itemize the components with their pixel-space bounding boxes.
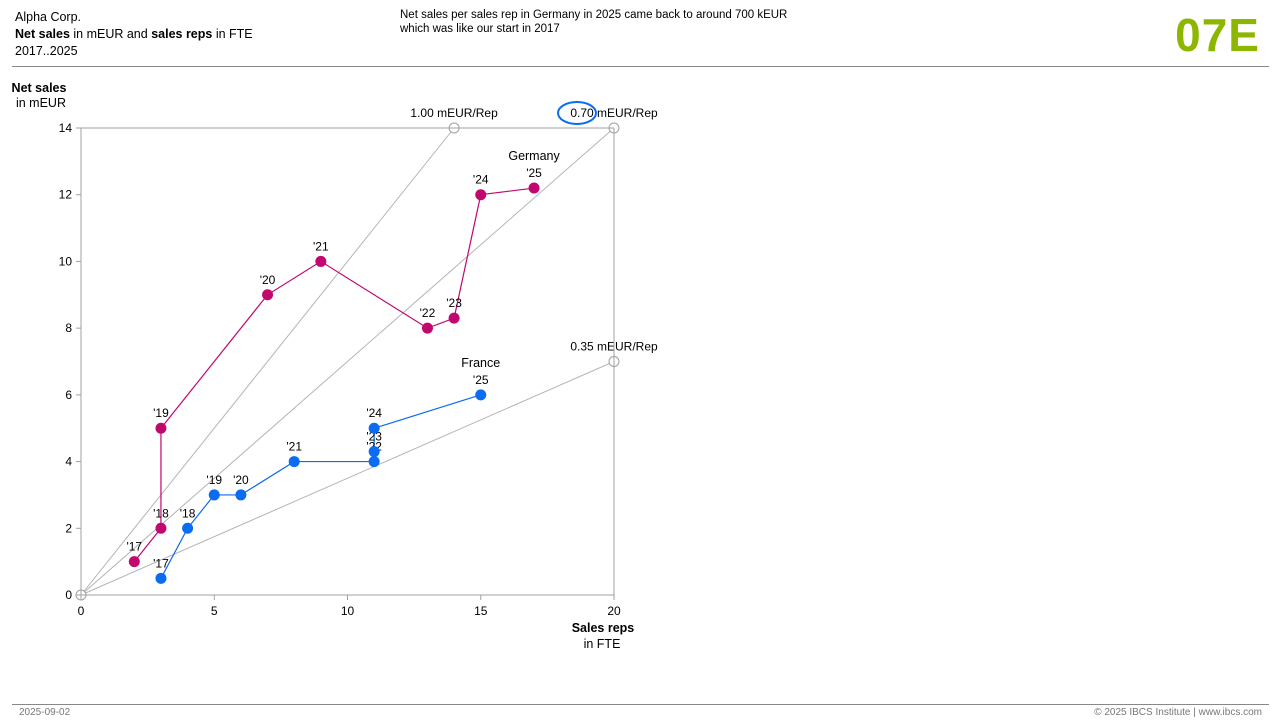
data-point-germany (421, 322, 433, 334)
y-axis-title: Net sales (12, 81, 67, 95)
header-divider (12, 66, 1269, 67)
x-tick-label: 20 (607, 604, 621, 618)
data-label: '19 (153, 406, 169, 420)
y-tick-label: 0 (65, 588, 72, 602)
footer-date: 2025-09-02 (19, 707, 71, 718)
measure-text-1: in mEUR and (69, 27, 152, 41)
message: Net sales per sales rep in Germany in 20… (400, 8, 787, 36)
reference-line-0.70 (80, 127, 615, 596)
measure-text-2: in FTE (212, 27, 253, 41)
data-label: '21 (313, 239, 329, 253)
data-point-germany (448, 312, 460, 324)
reference-label: 1.00 mEUR/Rep (410, 106, 498, 120)
data-label: '23 (366, 430, 382, 444)
data-label: '25 (473, 373, 489, 387)
data-label: '20 (233, 473, 249, 487)
report-header: Alpha Corp. Net sales in mEUR and sales … (15, 9, 253, 60)
data-point-france (368, 456, 380, 468)
data-label: '22 (420, 306, 436, 320)
reference-line-1.00 (80, 127, 455, 596)
footer-divider (12, 704, 1269, 705)
reference-label-unit: mEUR/Rep (594, 340, 658, 354)
message-line-2: which was like our start in 2017 (400, 23, 560, 35)
y-tick-label: 12 (59, 188, 73, 202)
data-point-france (235, 489, 247, 501)
data-label: '17 (126, 540, 142, 554)
reference-label-value: 0.70 (570, 106, 594, 120)
series-name-label: Germany (508, 149, 560, 163)
data-label: '23 (446, 296, 462, 310)
x-tick-label: 0 (78, 604, 85, 618)
data-label: '19 (206, 473, 222, 487)
data-label: '24 (473, 173, 489, 187)
reference-label: 0.35 mEUR/Rep (570, 340, 658, 354)
x-tick-label: 5 (211, 604, 218, 618)
x-axis-title: Sales reps (572, 621, 635, 635)
data-point-germany (155, 422, 167, 434)
x-tick-label: 15 (474, 604, 488, 618)
data-point-france (208, 489, 220, 501)
measure-bold-2: sales reps (151, 27, 213, 41)
period: 2017..2025 (15, 44, 78, 58)
data-label: '18 (180, 506, 196, 520)
data-point-germany (315, 255, 327, 267)
series-name-label: France (461, 356, 500, 370)
data-label: '24 (366, 406, 382, 420)
data-label: '18 (153, 506, 169, 520)
data-point-france (288, 456, 300, 468)
reference-label-unit: mEUR/Rep (594, 106, 658, 120)
data-label: '21 (286, 440, 302, 454)
series: '17 '18 '19 '20 '21 '22 '23 '24 '25 Germany '17 '18… (126, 149, 561, 584)
highlight-circle (557, 101, 597, 125)
data-point-france (182, 522, 194, 534)
data-point-germany (262, 289, 274, 301)
page-code: 07E (1175, 9, 1260, 61)
y-tick-label: 6 (65, 388, 72, 402)
axes: 0 5 10 15 20 0 2 4 6 8 10 12 14 (59, 121, 621, 618)
data-point-france (368, 422, 380, 434)
reference-label-value: 0.35 (570, 340, 594, 354)
x-tick-label: 10 (341, 604, 355, 618)
reference-label-unit: mEUR/Rep (434, 106, 498, 120)
y-tick-label: 14 (59, 121, 73, 135)
y-tick-label: 4 (65, 455, 72, 469)
data-point-germany (528, 182, 540, 194)
message-line-1: Net sales per sales rep in Germany in 20… (400, 9, 788, 21)
y-tick-label: 8 (65, 321, 72, 335)
company-name: Alpha Corp. (15, 10, 82, 24)
x-axis-unit: in FTE (584, 637, 621, 651)
data-point-france (368, 446, 380, 458)
footer-copyright: © 2025 IBCS Institute | www.ibcs.com (1094, 707, 1262, 718)
labels: Net sales in mEUR Sales reps in FTE (12, 81, 635, 651)
data-label: '17 (153, 556, 169, 570)
data-point-france (475, 389, 487, 401)
data-label: '20 (260, 273, 276, 287)
reference-label-value: 1.00 (410, 106, 434, 120)
data-point-france (155, 572, 167, 584)
measure-bold-1: Net sales (15, 27, 70, 41)
y-axis-unit: in mEUR (16, 96, 66, 110)
y-tick-label: 10 (59, 254, 73, 268)
data-point-germany (475, 189, 487, 201)
reference-label: 0.70 mEUR/Rep (570, 106, 658, 120)
data-point-germany (155, 522, 167, 534)
y-tick-label: 2 (65, 521, 72, 535)
data-point-germany (128, 556, 140, 568)
measure-line: Net sales in mEUR and sales reps in FTE (15, 26, 253, 43)
data-label: '25 (526, 166, 542, 180)
reference-line-0.35 (80, 361, 615, 596)
